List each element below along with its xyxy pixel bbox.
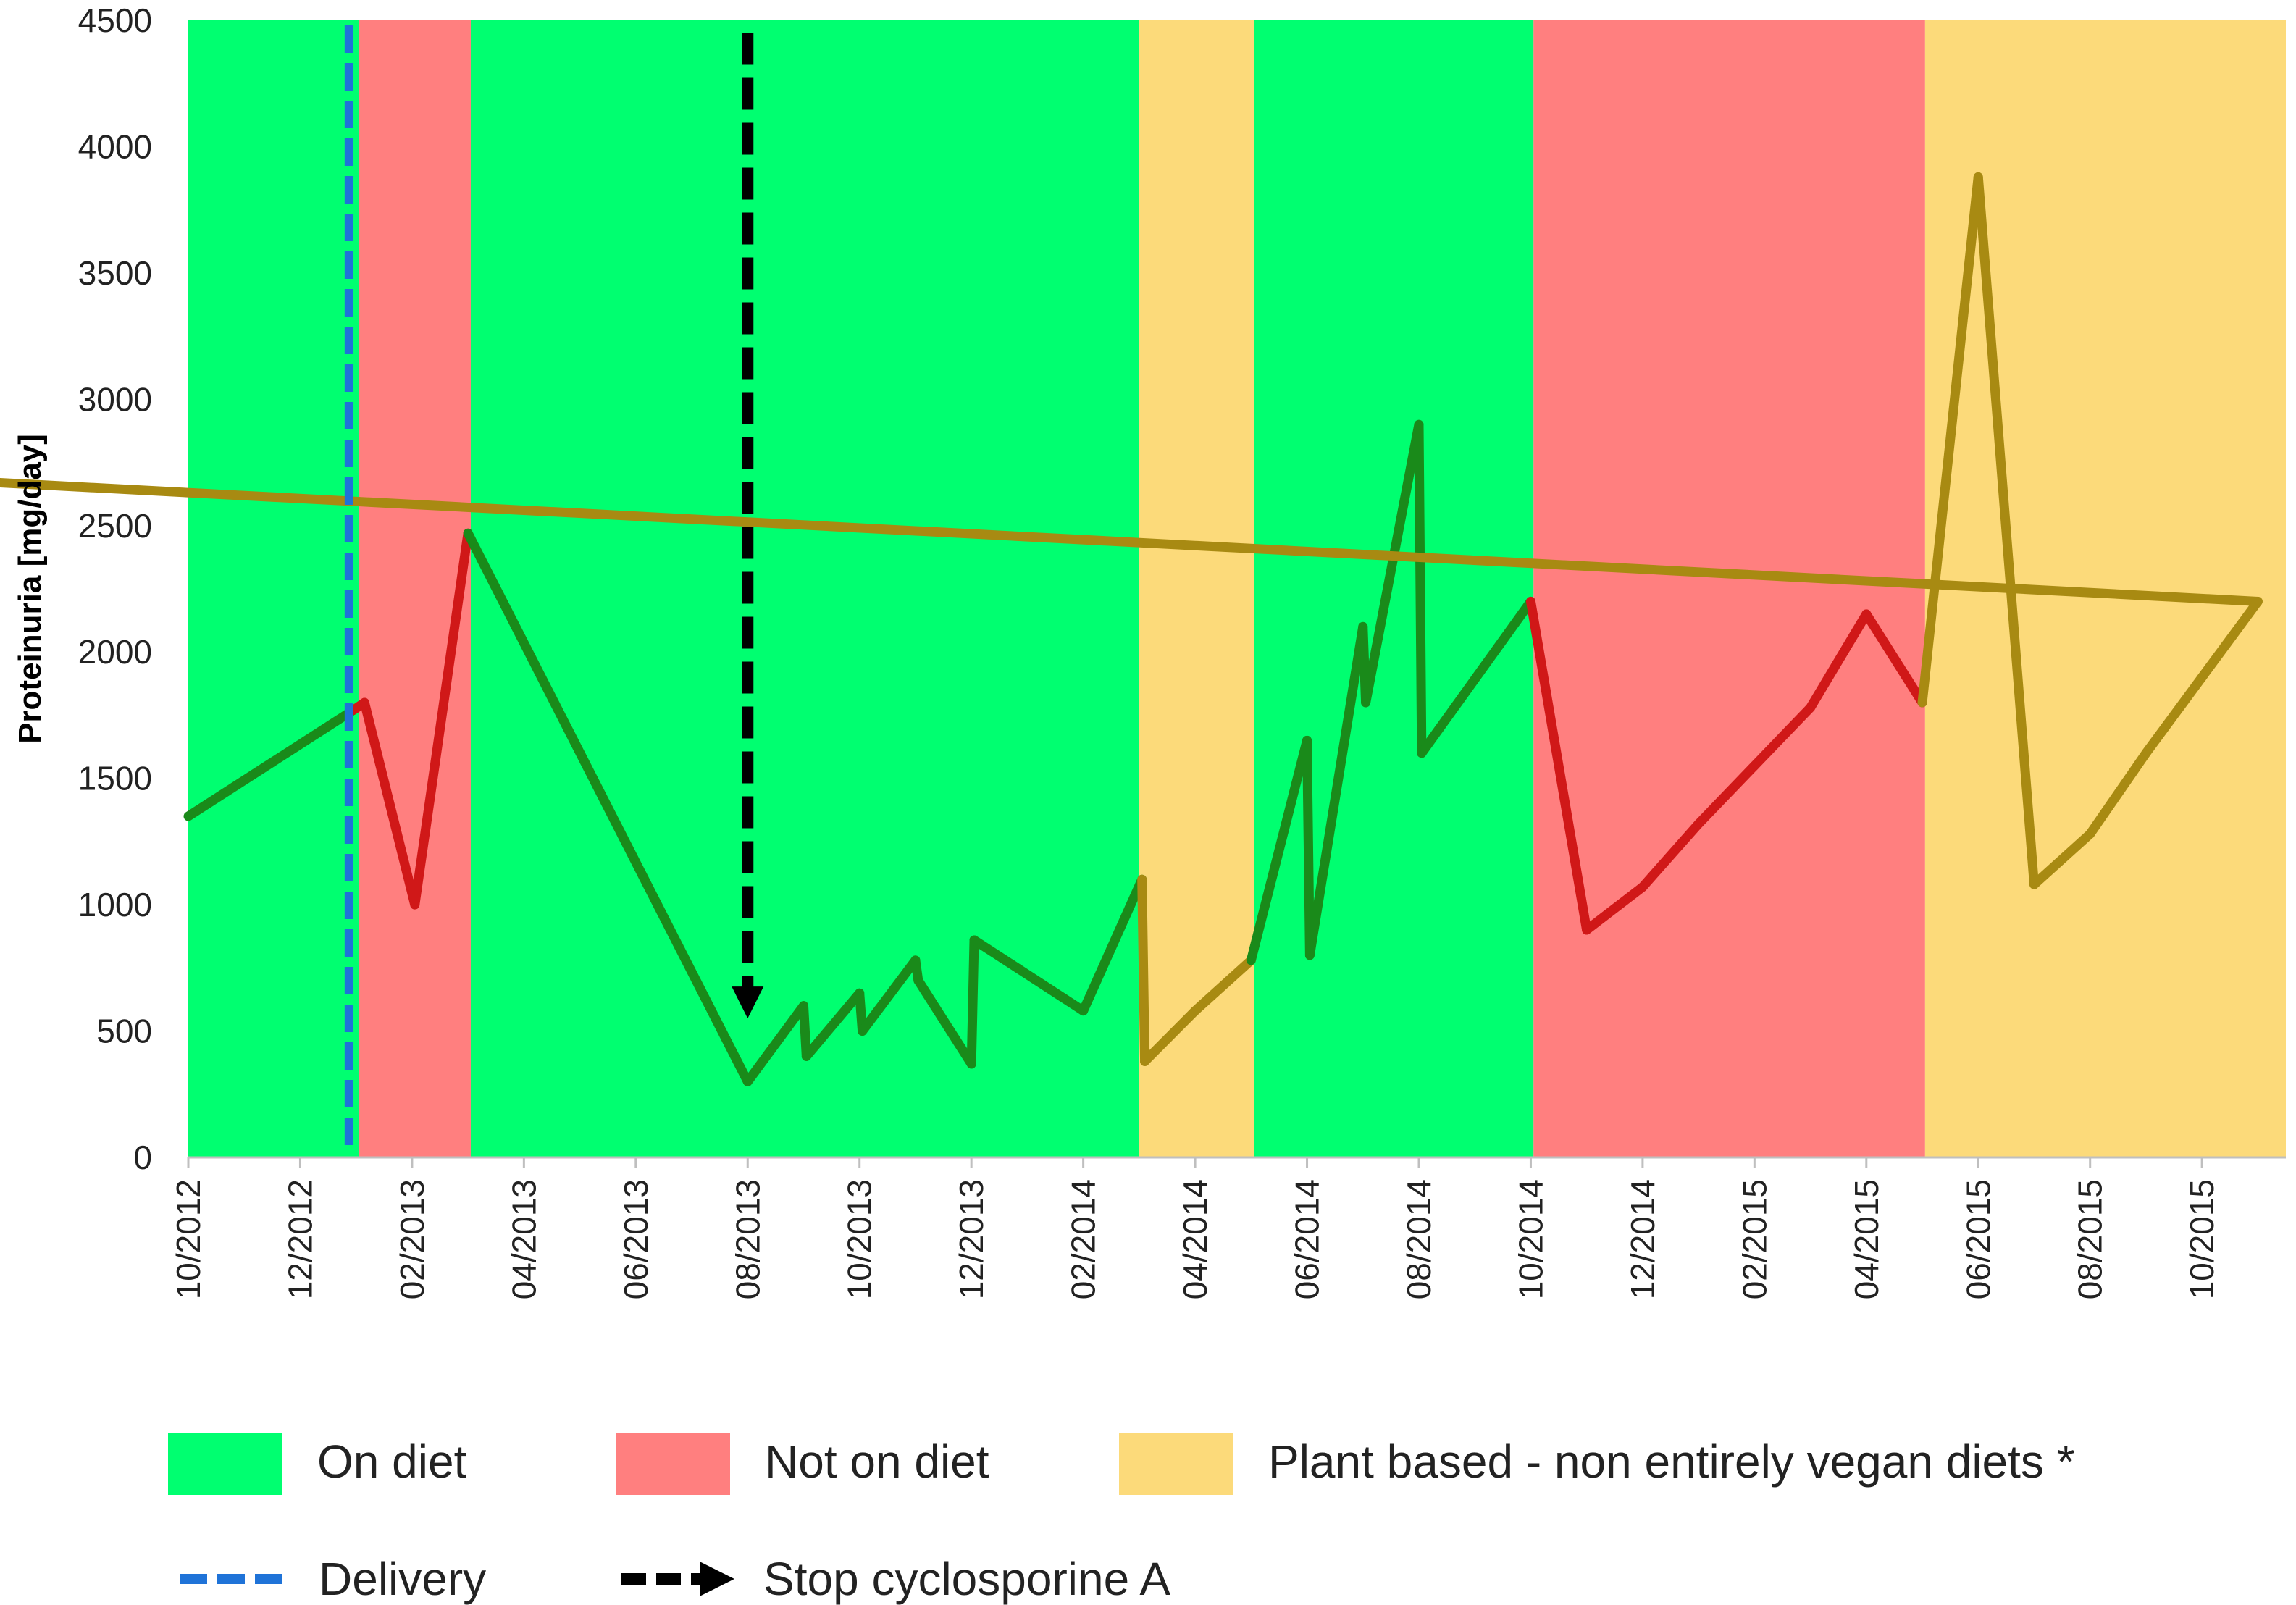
series-segment	[2029, 829, 2095, 889]
period-band-0	[188, 20, 359, 1157]
x-tick-label: 10/2014	[1512, 1179, 1549, 1299]
series-segment	[858, 955, 921, 1036]
series-segment	[969, 935, 1089, 1016]
series-segment	[966, 935, 979, 1069]
x-tick-label: 02/2013	[393, 1179, 431, 1299]
y-tick-label: 1000	[78, 886, 152, 923]
x-tick-label: 04/2013	[505, 1179, 542, 1299]
stop-cyclosporine-arrow-head	[732, 986, 764, 1019]
series-segment	[1137, 874, 1150, 1066]
series-segment	[1973, 172, 2039, 889]
x-tick-label: 02/2014	[1065, 1179, 1102, 1299]
x-tick-label: 12/2013	[952, 1179, 990, 1299]
series-segment	[1749, 703, 1816, 771]
annotations	[344, 25, 764, 1153]
series-segment	[1414, 419, 1427, 758]
series-segment	[183, 705, 359, 821]
series-segment	[1190, 955, 1256, 1016]
legend-swatch-0	[168, 1433, 282, 1495]
legend-swatch-2	[1119, 1433, 1233, 1495]
x-tick-label: 06/2013	[617, 1179, 655, 1299]
series-segment	[1140, 1006, 1200, 1066]
series-segment	[463, 528, 753, 1086]
series-segment	[2141, 672, 2207, 758]
y-tick-label: 3000	[78, 380, 152, 418]
x-tick-label: 04/2014	[1176, 1179, 1214, 1299]
series-segment	[1417, 596, 1535, 758]
series-segment	[410, 528, 473, 910]
series-segment	[2197, 596, 2263, 682]
series-segment	[1078, 874, 1147, 1016]
series-segment	[1861, 609, 1927, 708]
series-segment	[742, 1001, 808, 1086]
series-segment	[1246, 735, 1312, 965]
period-band-5	[1533, 20, 1925, 1157]
series-segment	[1806, 609, 1872, 713]
series-segment	[1525, 596, 1592, 935]
series-segment	[1304, 621, 1368, 960]
legend-label-0: On diet	[317, 1436, 467, 1488]
x-tick-label: 06/2014	[1289, 1179, 1326, 1299]
series-segment	[2085, 748, 2151, 839]
legend-swatch-1	[616, 1433, 730, 1495]
period-band-1	[359, 20, 471, 1157]
x-tick-label: 04/2015	[1848, 1179, 1885, 1299]
legend: On diet Not on diet Plant based - non enti…	[168, 1433, 2075, 1605]
series-segment	[1361, 419, 1424, 708]
x-tick-label: 02/2015	[1735, 1179, 1773, 1299]
legend-label-delivery: Delivery	[319, 1553, 486, 1605]
x-tick-label: 12/2012	[281, 1179, 319, 1299]
x-tick-label: 10/2012	[169, 1179, 207, 1299]
x-tick-label: 08/2014	[1400, 1179, 1438, 1299]
y-tick-label: 4500	[78, 1, 152, 39]
series-segment	[1917, 172, 1983, 708]
axes	[187, 1156, 2286, 1168]
y-tick-label: 2500	[78, 507, 152, 545]
x-tick-label: 06/2015	[1959, 1179, 1997, 1299]
legend-swatch-arrow-head	[700, 1562, 734, 1596]
series-segment	[1693, 760, 1759, 829]
x-tick-label: 08/2013	[729, 1179, 766, 1299]
x-tick-labels: 10/2012 12/2012 02/2013 04/2013 06/2013 08/20…	[169, 1179, 2221, 1299]
x-tick-label: 12/2014	[1624, 1179, 1662, 1299]
proteinuria-series	[0, 172, 2263, 1086]
period-band-3	[1139, 20, 1254, 1157]
y-tick-labels: 0 500 1000 1500 2000 2500 3000 3500 4000 4500	[78, 1, 152, 1176]
y-tick-label: 4000	[78, 127, 152, 165]
legend-label-2: Plant based - non entirely vegan diets *	[1268, 1436, 2075, 1488]
series-segment	[913, 976, 976, 1069]
legend-label-1: Not on diet	[765, 1436, 989, 1488]
series-segment	[798, 1001, 811, 1061]
x-tick-label: 08/2015	[2071, 1179, 2109, 1299]
series-segment	[1638, 818, 1704, 892]
y-tick-label: 0	[133, 1139, 152, 1176]
series-segment	[359, 697, 420, 910]
y-tick-label: 2000	[78, 633, 152, 671]
y-tick-label: 3500	[78, 254, 152, 292]
y-axis-label: Proteinuria [mg/day]	[12, 434, 48, 744]
period-band-2	[470, 20, 1139, 1157]
series-segment	[801, 988, 865, 1061]
x-tick-label: 10/2013	[841, 1179, 879, 1299]
series-segment	[1582, 882, 1648, 935]
series-segment	[1302, 735, 1315, 960]
x-tick-label: 10/2015	[2183, 1179, 2221, 1299]
series-segment	[0, 477, 2263, 606]
period-band-4	[1254, 20, 1534, 1157]
y-tick-label: 500	[96, 1013, 152, 1050]
y-tick-label: 1500	[78, 760, 152, 797]
legend-label-stop-cyclosporine: Stop cyclosporine A	[763, 1553, 1170, 1605]
